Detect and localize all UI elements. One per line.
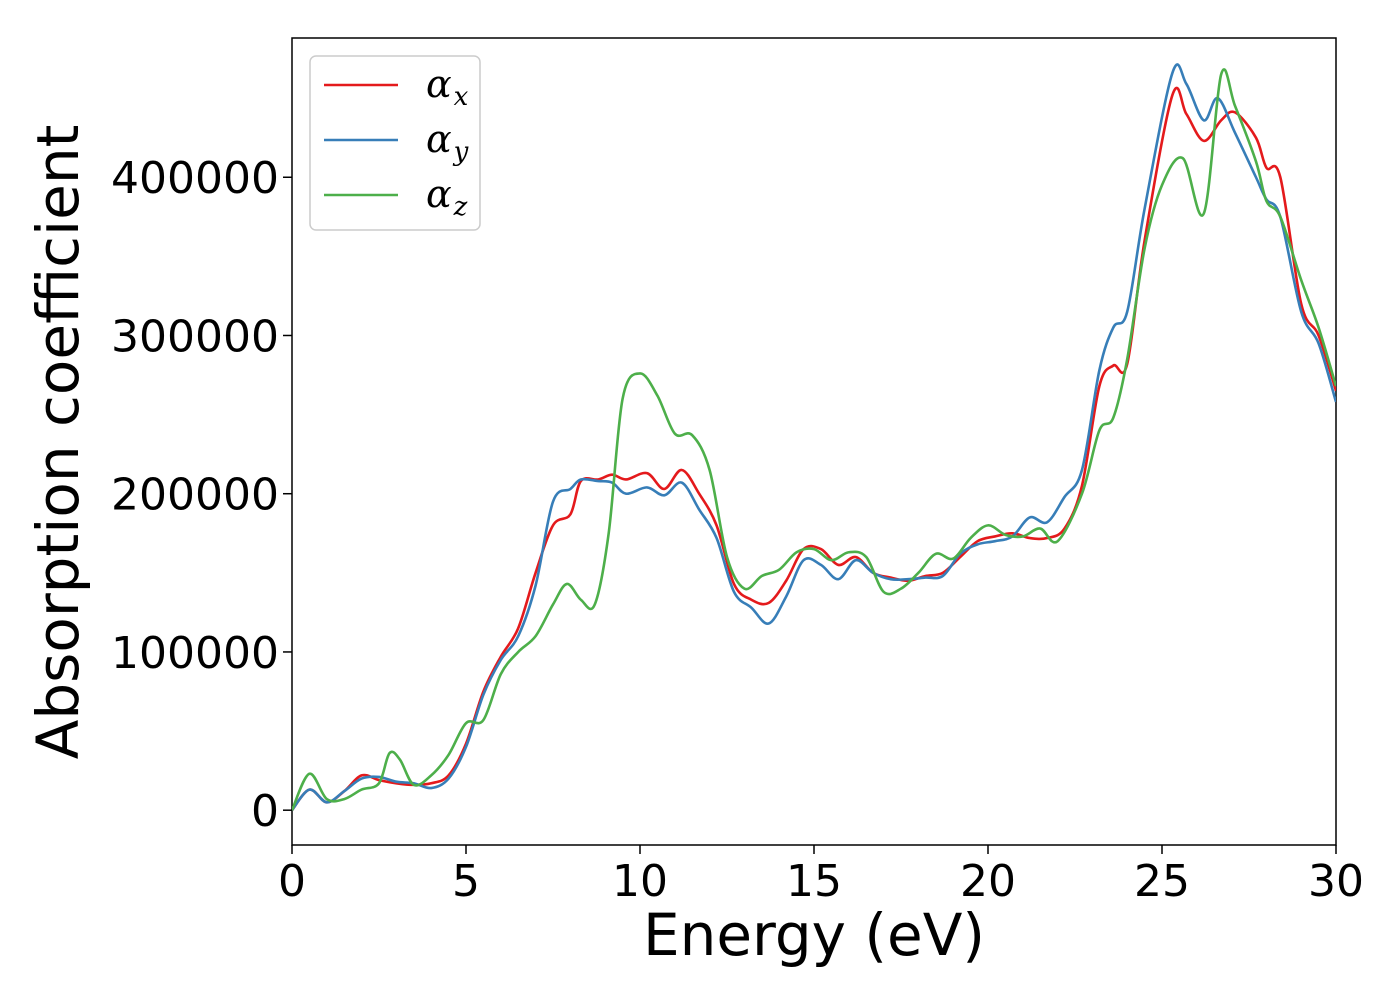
x-tick-label: 15	[786, 856, 842, 907]
legend-box	[309, 55, 481, 231]
y-axis-ticks: 0 100000 200000 300000 400000	[111, 153, 292, 837]
x-tick-label: 0	[278, 856, 306, 907]
legend-label-y: αy	[426, 117, 469, 167]
y-tick-label: 100000	[111, 628, 279, 679]
x-tick-label: 5	[452, 856, 480, 907]
y-tick-label: 0	[251, 786, 279, 837]
y-axis-label: Absorption coefficient	[24, 125, 92, 760]
x-axis-ticks: 0 5 10 15 20 25 30	[278, 845, 1364, 907]
y-tick-label: 200000	[111, 470, 279, 521]
y-tick-label: 300000	[111, 311, 279, 362]
series-line-z	[292, 68, 1336, 811]
x-tick-label: 30	[1308, 856, 1364, 907]
y-tick-label: 400000	[111, 153, 279, 204]
x-tick-label: 10	[612, 856, 668, 907]
x-axis-label: Energy (eV)	[643, 901, 985, 969]
legend-label-x: αx	[426, 62, 469, 112]
series-line-y	[292, 63, 1336, 812]
series-lines	[292, 63, 1336, 812]
x-tick-label: 25	[1134, 856, 1190, 907]
x-tick-label: 20	[960, 856, 1016, 907]
legend-label-z: αz	[426, 172, 468, 222]
